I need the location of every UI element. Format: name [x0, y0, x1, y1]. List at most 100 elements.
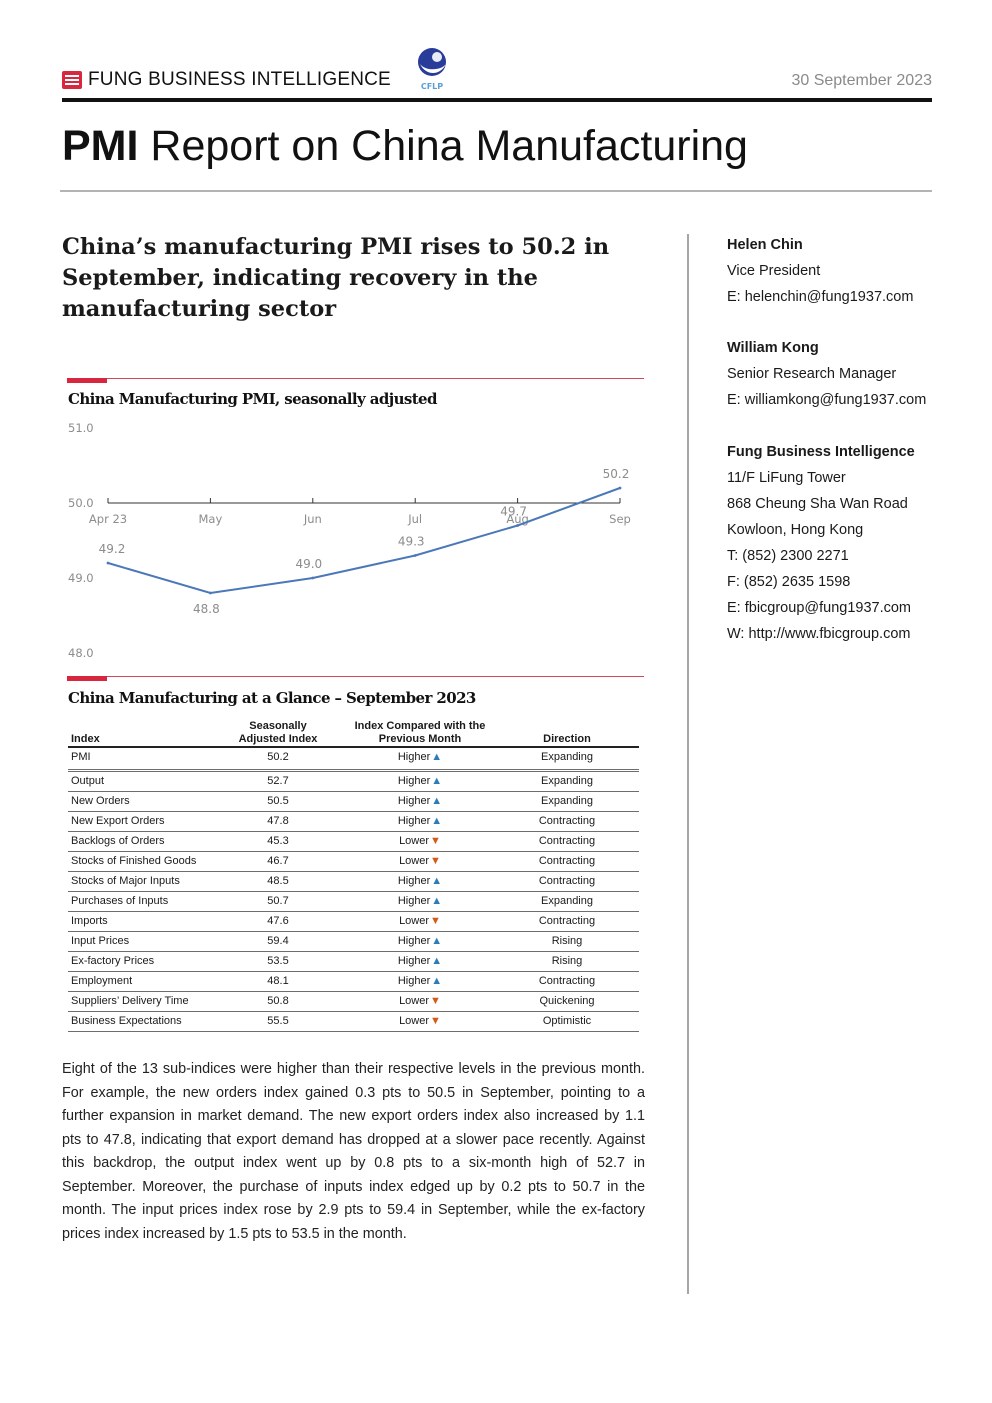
org-website[interactable]: W: http://www.fbicgroup.com [727, 626, 911, 642]
data-label: 49.0 [295, 557, 322, 571]
cell-value: 50.5 [267, 795, 289, 807]
chart-section-tab [67, 378, 107, 383]
compare-text: Lower [399, 915, 430, 927]
table-section-rule [67, 676, 644, 677]
arrow-down-icon: ▼ [430, 1015, 441, 1027]
cflp-logo: CFLP [410, 46, 454, 92]
header-cmp-line1: Index Compared with the [354, 720, 486, 732]
compare-text: Higher [397, 815, 431, 827]
cell-index: Business Expectations [71, 1015, 182, 1027]
cell-index: Employment [71, 975, 133, 987]
page-title: PMI Report on China Manufacturing [62, 122, 748, 171]
cell-value: 47.6 [267, 915, 289, 927]
compare-text: Lower [399, 1015, 430, 1027]
cell-value: 50.2 [267, 751, 289, 763]
data-point [618, 486, 622, 490]
cell-index: Stocks of Finished Goods [71, 855, 197, 867]
title-rest: Report on China Manufacturing [138, 122, 748, 170]
cell-direction: Contracting [538, 915, 596, 927]
table-row: New Export Orders 47.8 Higher▲ Contracting [68, 812, 639, 832]
contact-email[interactable]: E: williamkong@fung1937.com [727, 392, 927, 408]
header-index: Index [71, 733, 100, 745]
cell-compare: Lower▼ [338, 912, 502, 931]
cell-value: 50.7 [267, 895, 289, 907]
data-label: 48.8 [193, 602, 220, 616]
cell-direction: Expanding [541, 795, 593, 807]
arrow-up-icon: ▲ [431, 895, 443, 907]
cell-direction: Expanding [541, 751, 593, 763]
chart-section-rule [67, 378, 644, 379]
table-row: PMI 50.2 Higher▲ Expanding [68, 748, 639, 772]
cell-value: 46.7 [267, 855, 289, 867]
cell-compare: Higher▲ [338, 932, 502, 951]
cell-index: Output [71, 775, 105, 787]
data-point [516, 524, 519, 527]
cell-compare: Higher▲ [338, 952, 502, 971]
contact-email[interactable]: E: helenchin@fung1937.com [727, 289, 914, 305]
table-row: Input Prices 59.4 Higher▲ Rising [68, 932, 639, 952]
cell-compare: Higher▲ [338, 812, 502, 831]
org-telephone: T: (852) 2300 2271 [727, 548, 849, 564]
arrow-down-icon: ▼ [430, 855, 441, 867]
table-body: PMI 50.2 Higher▲ Expanding Output 52.7 Higher▲… [68, 748, 639, 1032]
header-cmp-line2: Previous Month [378, 733, 462, 745]
header-sa-line2: Adjusted Index [238, 733, 318, 745]
header-compared: Index Compared with the Previous Month [338, 720, 502, 746]
compare-text: Higher [397, 751, 431, 763]
title-bold: PMI [62, 122, 139, 170]
cell-value: 48.1 [267, 975, 289, 987]
contact-william-kong: William Kong Senior Research Manager E: … [727, 335, 967, 413]
cell-compare: Higher▲ [338, 748, 502, 767]
arrow-up-icon: ▲ [431, 751, 443, 763]
cell-compare: Lower▼ [338, 992, 502, 1011]
y-tick-label: 49.0 [68, 571, 94, 585]
table-row: Backlogs of Orders 45.3 Lower▼ Contracting [68, 832, 639, 852]
data-point [413, 554, 417, 557]
contact-name: William Kong [727, 340, 819, 356]
cell-compare: Lower▼ [338, 852, 502, 871]
org-email[interactable]: E: fbicgroup@fung1937.com [727, 600, 911, 616]
data-point [106, 561, 110, 565]
cell-value: 59.4 [267, 935, 289, 947]
cell-index: Backlogs of Orders [71, 835, 165, 847]
cell-index: Stocks of Major Inputs [71, 875, 180, 887]
cell-direction: Contracting [538, 815, 596, 827]
cell-direction: Quickening [539, 995, 595, 1007]
compare-text: Higher [397, 775, 431, 787]
arrow-down-icon: ▼ [430, 915, 441, 927]
cell-index: Ex-factory Prices [71, 955, 155, 967]
compare-text: Higher [397, 935, 431, 947]
cell-direction: Contracting [538, 875, 596, 887]
body-paragraph: Eight of the 13 sub-indices were higher … [62, 1061, 645, 1242]
cell-direction: Contracting [538, 855, 596, 867]
header-sa-line1: Seasonally [249, 720, 307, 732]
data-label: 49.2 [99, 542, 126, 556]
x-tick-label: Apr 23 [89, 512, 127, 526]
cflp-logo-text: CFLP [421, 82, 443, 91]
x-tick-label: Jul [407, 512, 422, 526]
arrow-up-icon: ▲ [431, 815, 443, 827]
table-row: Output 52.7 Higher▲ Expanding [68, 772, 639, 792]
compare-text: Lower [399, 855, 430, 867]
org-address-line2: 868 Cheung Sha Wan Road [727, 496, 908, 512]
header-direction: Direction [543, 733, 591, 745]
cell-direction: Optimistic [542, 1015, 592, 1027]
x-tick-label: Sep [609, 512, 631, 526]
header-rule [62, 98, 932, 102]
cell-compare: Higher▲ [338, 872, 502, 891]
brand-name: FUNG BUSINESS INTELLIGENCE [88, 69, 391, 90]
arrow-up-icon: ▲ [431, 775, 443, 787]
cell-direction: Expanding [541, 895, 593, 907]
y-tick-label: 48.0 [68, 646, 94, 660]
data-label: 50.2 [603, 467, 630, 481]
table-section-tab [67, 676, 107, 681]
data-label: 49.7 [500, 505, 527, 519]
cell-direction: Contracting [538, 975, 596, 987]
org-address-line3: Kowloon, Hong Kong [727, 522, 864, 538]
cell-compare: Lower▼ [338, 1012, 502, 1031]
fung-logo-icon [62, 71, 82, 89]
table-row: Purchases of Inputs 50.7 Higher▲ Expanding [68, 892, 639, 912]
table-row: Stocks of Major Inputs 48.5 Higher▲ Contrac… [68, 872, 639, 892]
contact-name: Helen Chin [727, 237, 803, 253]
